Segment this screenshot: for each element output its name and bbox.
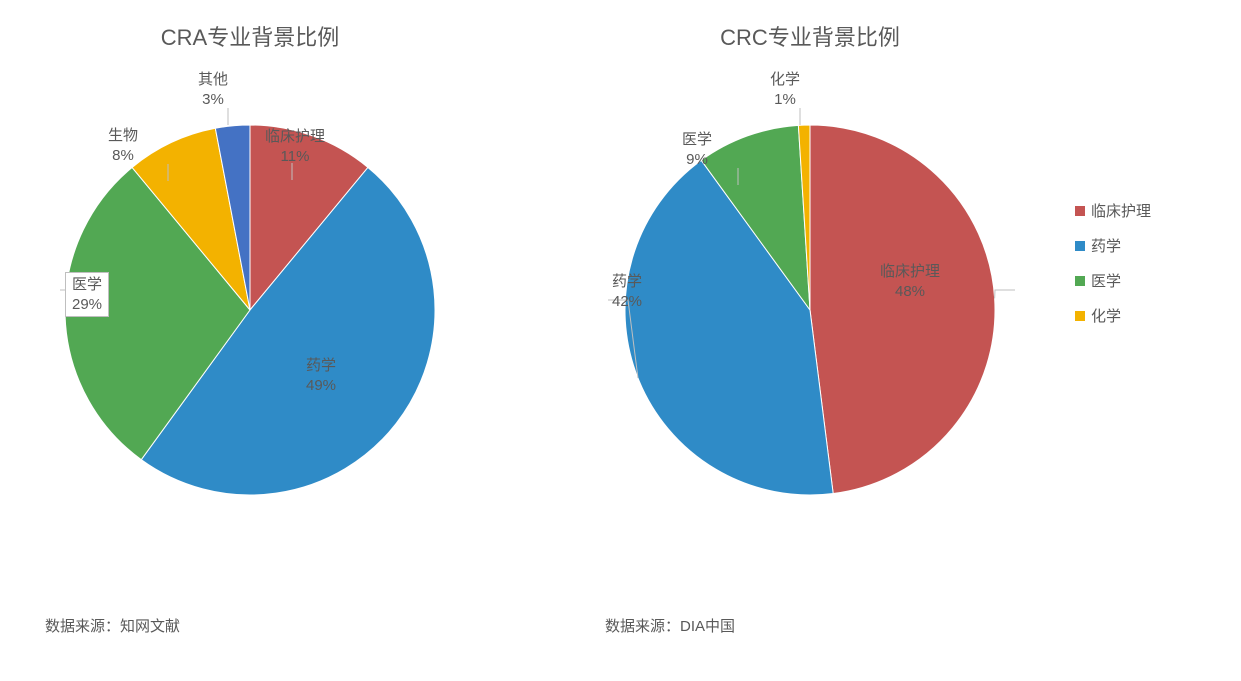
charts-container: CRA专业背景比例 临床护理11%药学49%医学29%生物8%其他3% 数据来源…	[0, 0, 1241, 681]
slice-label: 医学29%	[65, 272, 109, 317]
slice-label: 化学1%	[770, 70, 800, 109]
slice-label-name: 生物	[108, 126, 138, 146]
legend: 临床护理药学医学化学	[1075, 200, 1151, 326]
slice-label-pct: 48%	[880, 282, 940, 302]
legend-label: 化学	[1091, 305, 1121, 326]
slice-label-name: 化学	[770, 70, 800, 90]
slice-label-name: 医学	[682, 130, 712, 150]
leader-line	[995, 290, 1015, 298]
slice-label-pct: 29%	[72, 295, 102, 315]
slice-label-pct: 3%	[198, 90, 228, 110]
slice-label-name: 其他	[198, 70, 228, 90]
pie-chart-cra: 临床护理11% 药学49% 医学29% 生物8% 其他3%	[0, 0, 500, 560]
legend-item: 临床护理	[1075, 200, 1151, 221]
pie-slice	[810, 125, 995, 494]
legend-swatch	[1075, 241, 1085, 251]
left-panel: CRA专业背景比例 临床护理11%药学49%医学29%生物8%其他3% 数据来源…	[0, 0, 500, 681]
source-text-crc: 数据来源：DIA中国	[605, 615, 735, 636]
legend-item: 化学	[1075, 305, 1151, 326]
slice-label: 药学49%	[306, 356, 336, 395]
slice-label-pct: 42%	[612, 292, 642, 312]
slice-label: 临床护理11%	[265, 127, 325, 166]
legend-item: 药学	[1075, 235, 1151, 256]
legend-label: 临床护理	[1091, 200, 1151, 221]
slice-label: 其他3%	[198, 70, 228, 109]
slice-label-pct: 9%	[682, 150, 712, 170]
slice-label-pct: 1%	[770, 90, 800, 110]
legend-swatch	[1075, 276, 1085, 286]
slice-label-name: 药学	[612, 272, 642, 292]
legend-label: 医学	[1091, 270, 1121, 291]
slice-label-name: 药学	[306, 356, 336, 376]
legend-swatch	[1075, 206, 1085, 216]
slice-label: 生物8%	[108, 126, 138, 165]
slice-label-name: 医学	[72, 275, 102, 295]
slice-label-pct: 11%	[265, 147, 325, 167]
slice-label-pct: 8%	[108, 146, 138, 166]
right-panel: CRC专业背景比例 临床护理48%药学42%医学9%化学1% 数据来源：DIA中…	[560, 0, 1060, 681]
slice-label: 药学42%	[612, 272, 642, 311]
slice-label-pct: 49%	[306, 376, 336, 396]
legend-item: 医学	[1075, 270, 1151, 291]
slice-label: 医学9%	[682, 130, 712, 169]
legend-label: 药学	[1091, 235, 1121, 256]
pie-chart-crc: 临床护理48% 药学42% 医学9% 化学1%	[560, 0, 1060, 560]
slice-label-name: 临床护理	[265, 127, 325, 147]
slice-label: 临床护理48%	[880, 262, 940, 301]
legend-swatch	[1075, 311, 1085, 321]
slice-label-name: 临床护理	[880, 262, 940, 282]
source-text-cra: 数据来源：知网文献	[45, 615, 180, 636]
